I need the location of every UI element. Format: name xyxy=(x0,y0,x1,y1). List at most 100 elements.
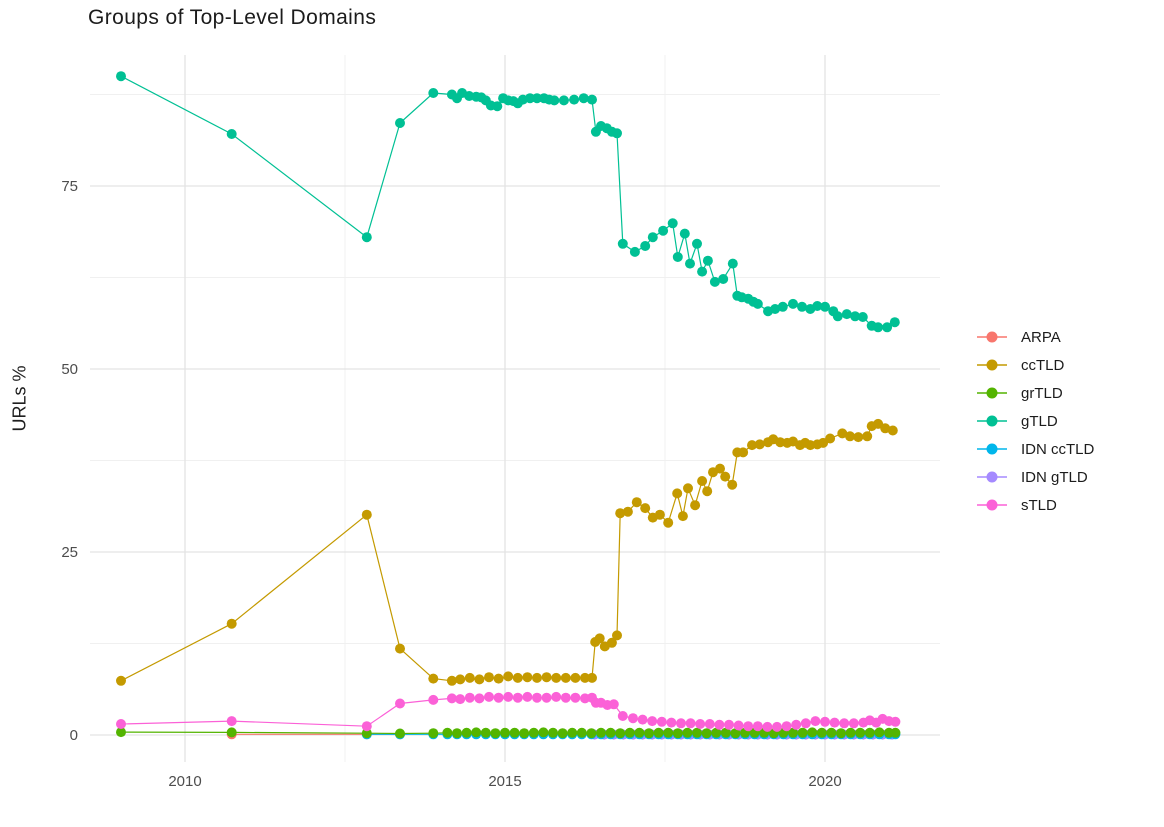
series-point-sTLD xyxy=(666,717,677,728)
series-point-ccTLD xyxy=(428,673,439,684)
series-point-grTLD xyxy=(395,728,405,739)
legend-key-dot xyxy=(986,387,998,399)
series-point-gTLD xyxy=(727,258,738,269)
series-point-ccTLD xyxy=(825,433,836,444)
legend-key-dot xyxy=(986,443,998,455)
series-point-ccTLD xyxy=(862,431,873,442)
legend-key-dot xyxy=(986,331,998,343)
legend-label: grTLD xyxy=(1021,384,1063,402)
series-point-sTLD xyxy=(541,692,552,703)
legend-item-ARPA: ARPA xyxy=(975,323,1094,351)
series-point-grTLD xyxy=(480,727,491,738)
series-point-gTLD xyxy=(777,301,788,312)
series-point-ccTLD xyxy=(887,425,898,436)
series-point-sTLD xyxy=(820,716,830,727)
series-point-sTLD xyxy=(116,719,126,729)
series-point-grTLD xyxy=(519,728,530,739)
series-point-gTLD xyxy=(629,246,640,257)
series-point-sTLD xyxy=(522,691,533,702)
series-point-gTLD xyxy=(685,258,695,269)
series-point-ccTLD xyxy=(606,637,617,648)
series-point-gTLD xyxy=(428,88,439,98)
series-point-ccTLD xyxy=(715,463,725,474)
series-point-gTLD xyxy=(569,94,580,105)
series-point-gTLD xyxy=(702,255,713,266)
series-point-sTLD xyxy=(628,713,638,724)
series-point-sTLD xyxy=(226,716,237,727)
x-tick-label: 2020 xyxy=(808,773,841,790)
series-point-gTLD xyxy=(770,304,781,314)
series-point-ccTLD xyxy=(837,428,848,439)
series-point-ccTLD xyxy=(493,673,504,684)
series-point-grTLD xyxy=(692,727,702,738)
series-point-ccTLD xyxy=(615,508,626,519)
series-point-ccTLD xyxy=(631,497,642,508)
series-point-sTLD xyxy=(361,721,372,732)
series-point-grTLD xyxy=(826,727,837,738)
series-point-grTLD xyxy=(816,727,827,738)
series-point-gTLD xyxy=(832,311,843,322)
series-point-grTLD xyxy=(226,727,237,738)
series-point-sTLD xyxy=(724,719,734,730)
series-point-sTLD xyxy=(637,714,648,725)
series-point-ccTLD xyxy=(622,506,633,517)
series-point-grTLD xyxy=(653,727,664,738)
series-point-sTLD xyxy=(484,691,494,702)
series-point-gTLD xyxy=(692,238,702,249)
series-point-ccTLD xyxy=(512,672,523,683)
chart-title: Groups of Top-Level Domains xyxy=(88,6,377,29)
series-point-ccTLD xyxy=(677,511,688,522)
legend-label: sTLD xyxy=(1021,496,1057,514)
series-point-sTLD xyxy=(570,692,581,703)
series-point-grTLD xyxy=(500,727,510,738)
series-point-grTLD xyxy=(576,727,587,738)
series-point-sTLD xyxy=(464,692,475,703)
legend-item-sTLD: sTLD xyxy=(975,491,1094,519)
series-point-gTLD xyxy=(882,322,893,333)
series-point-ccTLD xyxy=(702,486,713,497)
legend-item-IDN-gTLD: IDN gTLD xyxy=(975,463,1094,491)
series-point-sTLD xyxy=(772,721,782,732)
series-point-gTLD xyxy=(395,118,405,128)
series-point-sTLD xyxy=(647,716,658,727)
series-point-sTLD xyxy=(493,692,504,703)
series-point-ccTLD xyxy=(361,509,372,520)
series-point-ccTLD xyxy=(612,630,622,641)
series-point-sTLD xyxy=(762,721,773,732)
series-point-gTLD xyxy=(718,274,729,284)
series-point-grTLD xyxy=(557,728,568,739)
series-point-ccTLD xyxy=(474,674,485,685)
legend-item-gTLD: gTLD xyxy=(975,407,1094,435)
series-point-sTLD xyxy=(743,721,754,732)
series-point-ccTLD xyxy=(522,672,533,683)
series-point-ccTLD xyxy=(747,440,757,451)
series-point-gTLD xyxy=(857,312,868,322)
series-point-sTLD xyxy=(503,691,514,702)
series-point-gTLD xyxy=(612,128,622,139)
series-point-ccTLD xyxy=(541,672,552,683)
series-point-ccTLD xyxy=(697,476,708,486)
series-point-ccTLD xyxy=(663,517,674,528)
series-point-ccTLD xyxy=(464,672,475,683)
series-point-grTLD xyxy=(471,727,482,738)
series-point-gTLD xyxy=(841,309,852,320)
series-point-sTLD xyxy=(733,720,744,731)
series-point-sTLD xyxy=(446,693,457,704)
legend-key-icon xyxy=(977,387,1007,399)
series-point-grTLD xyxy=(720,727,731,738)
series-point-ccTLD xyxy=(754,439,765,450)
series-point-grTLD xyxy=(874,727,885,738)
series-point-ccTLD xyxy=(560,672,571,683)
series-point-ccTLD xyxy=(226,618,237,629)
series-point-sTLD xyxy=(395,698,405,709)
series-point-grTLD xyxy=(428,728,439,739)
series-point-grTLD xyxy=(442,727,453,738)
series-point-gTLD xyxy=(647,232,658,243)
legend-key-dot xyxy=(986,499,998,511)
series-point-sTLD xyxy=(656,716,667,727)
series-point-ccTLD xyxy=(672,488,683,499)
series-point-grTLD xyxy=(116,727,126,738)
series-point-grTLD xyxy=(644,728,654,739)
series-point-grTLD xyxy=(509,727,520,738)
series-point-sTLD xyxy=(608,699,619,710)
